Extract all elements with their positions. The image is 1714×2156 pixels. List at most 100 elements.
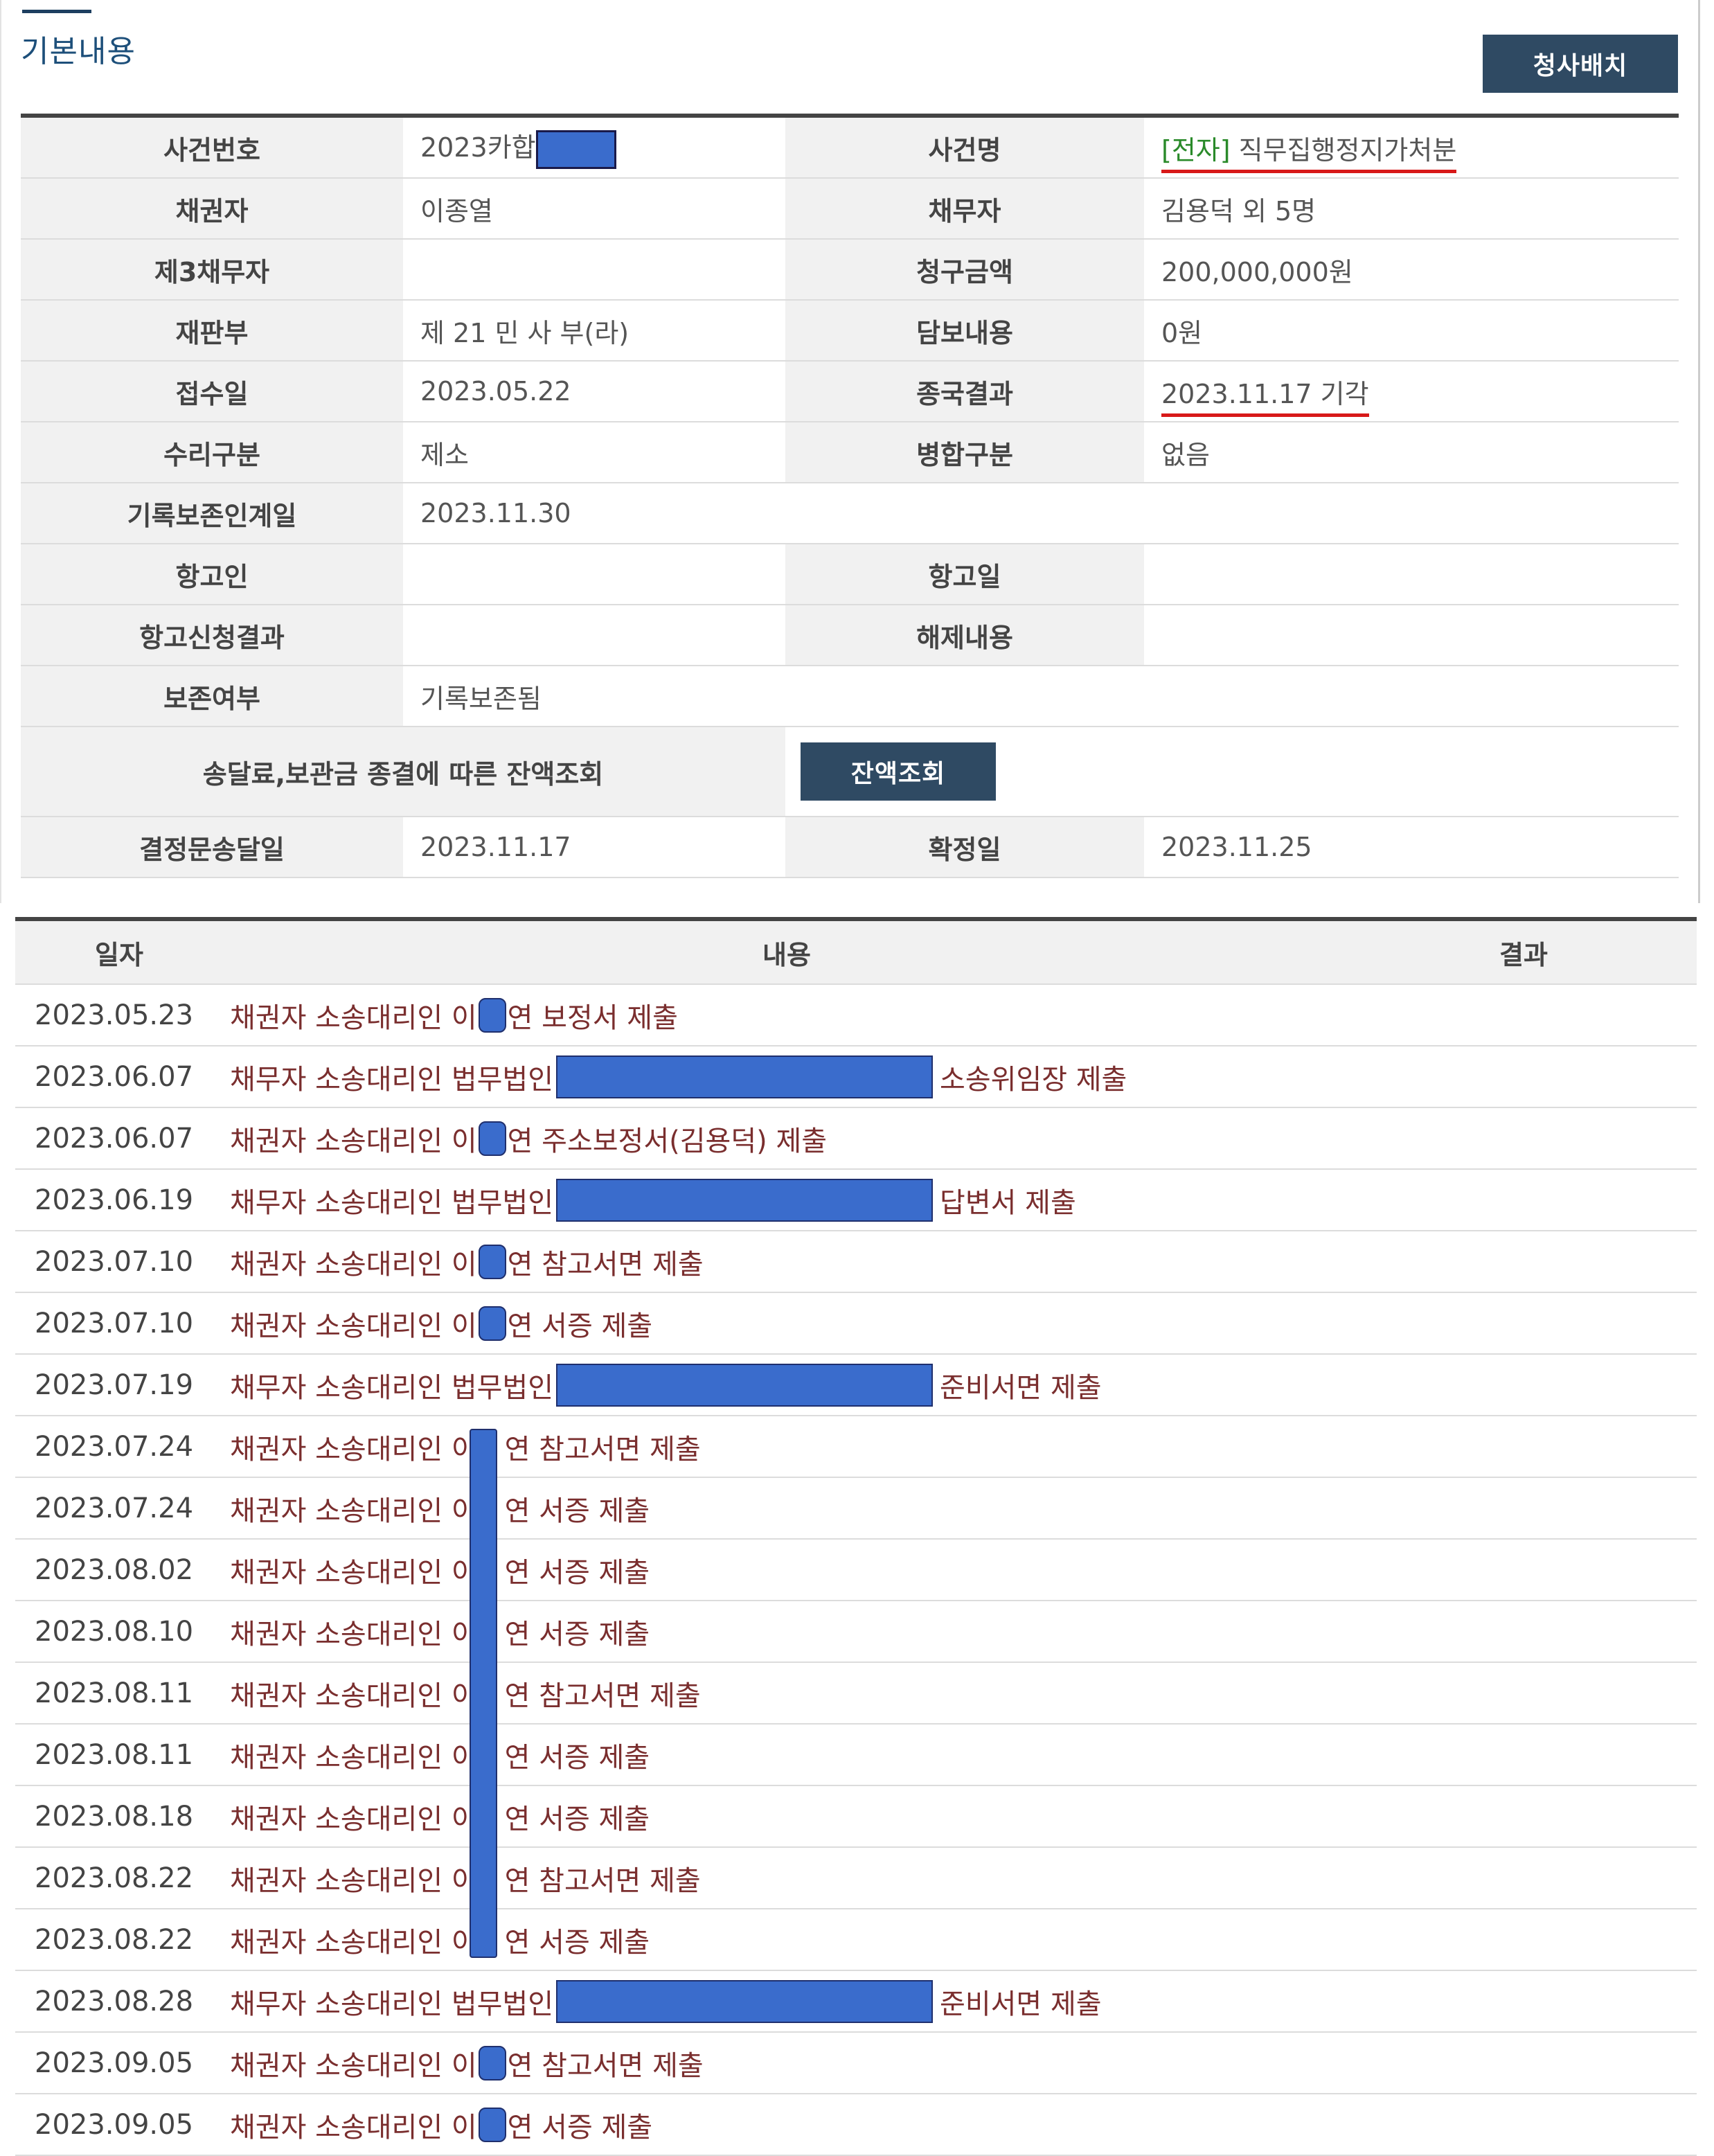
security-label: 담보내용 <box>785 300 1144 362</box>
history-date-header: 일자 <box>15 919 223 985</box>
history-content-suffix: 준비서면 제출 <box>940 1988 1102 2020</box>
redaction-box <box>478 2107 506 2142</box>
case-name-label: 사건명 <box>785 116 1144 179</box>
history-content: 채권자 소송대리인 이 연 참고서면 제출 <box>223 1662 1350 1725</box>
electronic-tag: [전자] <box>1161 134 1231 166</box>
history-date: 2023.07.10 <box>15 1231 223 1293</box>
history-result <box>1350 1909 1697 1971</box>
history-content-prefix: 채권자 소송대리인 이 <box>230 2111 477 2144</box>
history-content: 채권자 소송대리인 이 연 서증 제출 <box>223 1292 1350 1355</box>
history-content: 채권자 소송대리인 이 연 주소보정서(김용덕) 제출 <box>223 1107 1350 1170</box>
preservation-value: 기록보존됨 <box>403 666 1679 727</box>
redaction-box <box>556 1178 934 1222</box>
history-date: 2023.08.11 <box>15 1662 223 1725</box>
history-result <box>1350 2094 1697 2156</box>
appeal-date-value <box>1144 544 1679 605</box>
history-date: 2023.07.24 <box>15 1477 223 1540</box>
history-result <box>1350 1231 1697 1293</box>
history-content: 채권자 소송대리인 이 연 참고서면 제출 <box>223 1231 1350 1293</box>
scrollbar[interactable] <box>1698 0 1700 903</box>
history-result <box>1350 1477 1697 1540</box>
history-date: 2023.08.22 <box>15 1847 223 1909</box>
history-content: 채권자 소송대리인 이 연 참고서면 제출 <box>223 1416 1350 1478</box>
history-result <box>1350 1601 1697 1663</box>
history-content-suffix: 연 참고서면 제출 <box>504 1433 701 1465</box>
history-content-suffix: 준비서면 제출 <box>940 1371 1102 1404</box>
history-row: 2023.08.11 채권자 소송대리인 이 연 서증 제출 <box>15 1724 1697 1786</box>
history-content-prefix: 채권자 소송대리인 이 <box>230 2049 477 2082</box>
redaction-box <box>556 1363 934 1407</box>
history-content-suffix: 연 서증 제출 <box>507 1310 653 1342</box>
history-content: 채무자 소송대리인 법무법인 준비서면 제출 <box>223 1970 1350 2033</box>
case-number-prefix: 2023카합 <box>420 132 536 163</box>
history-row: 2023.09.05 채권자 소송대리인 이 연 서증 제출 <box>15 2094 1697 2156</box>
history-content: 채권자 소송대리인 이 연 서증 제출 <box>223 1909 1350 1971</box>
history-result <box>1350 1970 1697 2033</box>
division-value: 제 21 민 사 부(라) <box>403 300 785 362</box>
history-content-suffix: 연 참고서면 제출 <box>504 1680 701 1712</box>
history-content-prefix: 채권자 소송대리인 이 <box>230 1433 477 1465</box>
history-content-suffix: 연 참고서면 제출 <box>507 1248 704 1281</box>
history-result <box>1350 1785 1697 1848</box>
history-result <box>1350 1724 1697 1786</box>
merge-label: 병합구분 <box>785 422 1144 483</box>
title-accent-bar <box>22 10 91 13</box>
result-label: 종국결과 <box>785 361 1144 422</box>
history-content-prefix: 채권자 소송대리인 이 <box>230 1001 477 1034</box>
appeal-result-value <box>403 605 785 666</box>
left-edge <box>0 0 1 903</box>
history-row: 2023.06.19 채무자 소송대리인 법무법인 답변서 제출 <box>15 1169 1697 1231</box>
redaction-box <box>478 1244 506 1279</box>
history-row: 2023.06.07 채무자 소송대리인 법무법인 소송위임장 제출 <box>15 1046 1697 1108</box>
redaction-box <box>478 2045 506 2081</box>
redaction-box <box>478 1121 506 1156</box>
history-content: 채권자 소송대리인 이 연 참고서면 제출 <box>223 1847 1350 1909</box>
balance-inquiry-button[interactable]: 잔액조회 <box>801 742 996 801</box>
case-name-underline: [전자] 직무집행정지가처분 <box>1161 134 1457 173</box>
history-content: 채무자 소송대리인 법무법인 소송위임장 제출 <box>223 1046 1350 1108</box>
history-content-suffix: 연 참고서면 제출 <box>507 2049 704 2082</box>
case-name-text: 직무집행정지가처분 <box>1238 134 1457 166</box>
third-debtor-label: 제3채무자 <box>21 239 403 301</box>
history-content-suffix: 연 참고서면 제출 <box>504 1864 701 1897</box>
history-result <box>1350 1292 1697 1355</box>
history-row: 2023.09.05 채권자 소송대리인 이 연 참고서면 제출 <box>15 2032 1697 2094</box>
division-label: 재판부 <box>21 300 403 362</box>
history-row: 2023.07.10 채권자 소송대리인 이 연 서증 제출 <box>15 1292 1697 1355</box>
history-date: 2023.08.02 <box>15 1539 223 1601</box>
history-content-prefix: 채권자 소송대리인 이 <box>230 1803 477 1835</box>
history-content: 채권자 소송대리인 이 연 서증 제출 <box>223 1724 1350 1786</box>
history-row: 2023.08.22 채권자 소송대리인 이 연 서증 제출 <box>15 1909 1697 1971</box>
debtor-value: 김용덕 외 5명 <box>1144 178 1679 240</box>
history-date: 2023.05.23 <box>15 984 223 1046</box>
history-result <box>1350 2032 1697 2094</box>
claim-amount-value: 200,000,000원 <box>1144 239 1679 301</box>
history-content-prefix: 채권자 소송대리인 이 <box>230 1741 477 1774</box>
merge-value: 없음 <box>1144 422 1679 483</box>
history-date: 2023.06.07 <box>15 1046 223 1108</box>
history-content-suffix: 연 서증 제출 <box>504 1556 650 1589</box>
history-row: 2023.05.23 채권자 소송대리인 이 연 보정서 제출 <box>15 984 1697 1046</box>
redaction-box <box>535 130 616 169</box>
redaction-box <box>478 997 506 1033</box>
history-content: 채권자 소송대리인 이 연 참고서면 제출 <box>223 2032 1350 2094</box>
history-header-row: 일자 내용 결과 <box>15 919 1697 985</box>
history-date: 2023.08.22 <box>15 1909 223 1971</box>
received-value: 2023.05.22 <box>403 361 785 422</box>
history-row: 2023.07.24 채권자 소송대리인 이 연 참고서면 제출 <box>15 1416 1697 1478</box>
history-content-prefix: 채권자 소송대리인 이 <box>230 1618 477 1650</box>
record-transfer-value: 2023.11.30 <box>403 483 1679 544</box>
history-content: 채권자 소송대리인 이 연 서증 제출 <box>223 1601 1350 1663</box>
redaction-box <box>556 1979 934 2023</box>
history-content-prefix: 채권자 소송대리인 이 <box>230 1556 477 1589</box>
release-value <box>1144 605 1679 666</box>
debtor-label: 채무자 <box>785 178 1144 240</box>
court-layout-button[interactable]: 청사배치 <box>1483 35 1678 93</box>
history-date: 2023.06.07 <box>15 1107 223 1170</box>
history-result-header: 결과 <box>1350 919 1697 985</box>
history-row: 2023.08.02 채권자 소송대리인 이 연 서증 제출 <box>15 1539 1697 1601</box>
history-result <box>1350 1847 1697 1909</box>
history-content-prefix: 채권자 소송대리인 이 <box>230 1495 477 1527</box>
appeal-result-label: 항고신청결과 <box>21 605 403 666</box>
security-value: 0원 <box>1144 300 1679 362</box>
